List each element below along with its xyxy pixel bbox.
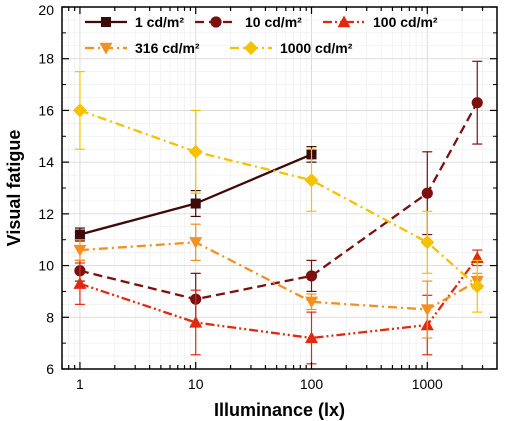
grid <box>61 7 497 369</box>
data-point <box>73 244 87 257</box>
legend-item: 10 cd/m² <box>195 14 302 30</box>
data-point <box>305 331 319 344</box>
series-line <box>79 102 479 301</box>
data-point <box>471 97 483 109</box>
x-axis-title: Illuminance (lx) <box>214 400 345 420</box>
y-tick-label: 14 <box>38 154 54 170</box>
y-axis-title: Visual fatigue <box>4 130 24 247</box>
legend-item: 316 cd/m² <box>85 40 200 56</box>
series-line <box>79 109 478 288</box>
data-point <box>420 235 435 250</box>
data-point <box>73 277 87 289</box>
y-tick-label: 10 <box>38 258 54 274</box>
legend-label: 10 cd/m² <box>245 14 302 30</box>
x-tick-label: 100 <box>300 376 324 392</box>
legend: 1 cd/m² 10 cd/m² 100 cd/m² 316 cd/m² 1000 cd… <box>85 14 438 56</box>
data-point <box>189 237 203 249</box>
legend-marker <box>210 16 222 28</box>
legend-marker <box>99 42 113 55</box>
data-point <box>304 173 319 188</box>
legend-marker <box>337 15 351 28</box>
series-line <box>79 257 479 340</box>
data-point <box>72 103 87 118</box>
data-point <box>74 229 85 240</box>
data-point <box>305 296 319 309</box>
data-point <box>470 279 485 294</box>
axis-ticks: 1 10 100 1000 6 8 10 12 14 16 18 20 <box>38 2 497 392</box>
y-tick-label: 6 <box>46 361 54 377</box>
data-point <box>305 270 318 282</box>
y-tick-label: 16 <box>38 102 54 118</box>
y-tick-label: 18 <box>38 51 54 67</box>
legend-label: 316 cd/m² <box>135 40 200 56</box>
legend-marker <box>101 17 111 27</box>
legend-item: 1 cd/m² <box>85 14 184 30</box>
data-point <box>420 304 434 317</box>
x-tick-label: 10 <box>188 376 204 392</box>
legend-label: 1000 cd/m² <box>280 40 353 56</box>
legend-label: 100 cd/m² <box>373 14 438 30</box>
x-tick-label: 1000 <box>412 376 443 392</box>
series-layer <box>72 60 485 365</box>
y-tick-label: 8 <box>46 309 54 325</box>
data-point <box>188 144 203 159</box>
y-tick-label: 20 <box>38 2 54 18</box>
legend-item: 100 cd/m² <box>323 14 438 30</box>
data-point <box>189 315 203 328</box>
legend-item: 1000 cd/m² <box>230 40 353 56</box>
legend-label: 1 cd/m² <box>135 14 184 30</box>
data-point <box>421 187 433 199</box>
series <box>72 71 485 313</box>
legend-marker <box>244 41 258 55</box>
series-line <box>79 241 478 311</box>
y-tick-label: 12 <box>38 206 54 222</box>
data-point <box>190 198 201 209</box>
series <box>73 223 484 339</box>
x-tick-label: 1 <box>76 376 84 392</box>
